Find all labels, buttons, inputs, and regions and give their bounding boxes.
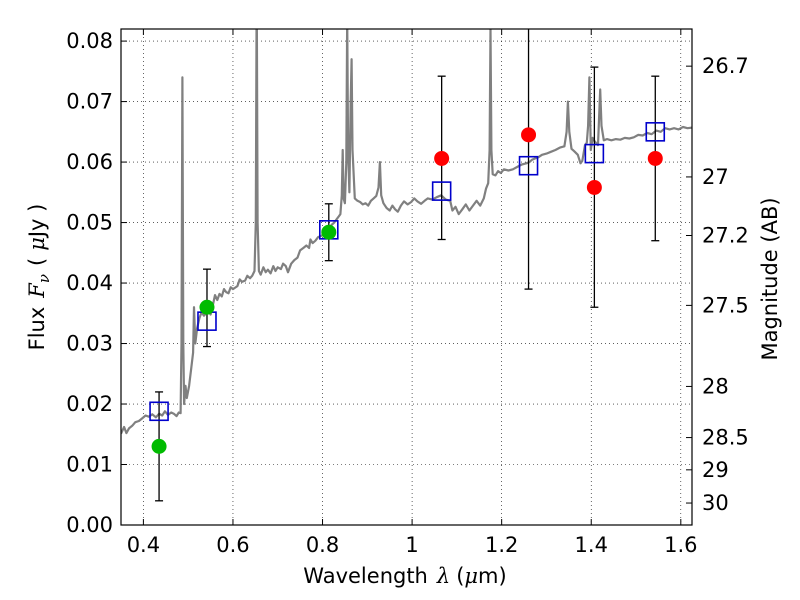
- model-flux-square: [518, 155, 539, 176]
- y-tick-label: 0.07: [66, 90, 113, 114]
- axes-frame: [120, 28, 693, 526]
- y-axis-label-text: Flux: [25, 307, 49, 351]
- y-tick-label: 0.04: [66, 271, 113, 295]
- x-axis-label-unit-open: (: [456, 564, 464, 588]
- y-tick-label: 0.02: [66, 392, 113, 416]
- observed-flux-point: [647, 150, 663, 166]
- plot-clipped-group: [121, 29, 692, 502]
- model-flux-square: [149, 401, 169, 422]
- mag-tick-label: 28: [702, 374, 729, 398]
- mag-tick-label: 27.2: [702, 223, 749, 247]
- observed-flux-point: [586, 179, 602, 195]
- x-tick-label: 1.2: [485, 533, 518, 557]
- x-tick-label: 0.8: [306, 533, 339, 557]
- y-tick-label: 0.03: [66, 332, 113, 356]
- y-axis-label-symbol: F: [25, 282, 49, 299]
- mag-tick-label: 27.5: [702, 293, 749, 317]
- observed-flux-point: [321, 224, 337, 240]
- x-tick-label: 1.4: [575, 533, 608, 557]
- observed-flux-point: [199, 299, 215, 315]
- mag-tick-label: 26.7: [702, 54, 749, 78]
- observed-flux-point: [151, 438, 167, 454]
- y-tick-label: 0.08: [66, 29, 113, 53]
- y2-axis-label: Magnitude (AB): [758, 197, 782, 360]
- plot-area: [121, 29, 692, 502]
- y-tick-label: 0.00: [66, 513, 113, 537]
- x-tick-label: 0.4: [127, 533, 160, 557]
- x-tick-label: 0.6: [216, 533, 249, 557]
- y-axis-label: Flux Fν ( μJy ): [25, 204, 53, 351]
- y-axis-label-unit-open: (: [25, 258, 49, 266]
- mag-tick-label: 27: [702, 165, 729, 189]
- x-axis-label: Wavelength λ (μm): [303, 564, 506, 588]
- y-axis-label-subscript: ν: [35, 274, 53, 283]
- observed-flux-point: [521, 127, 537, 143]
- tick-marks: [121, 29, 692, 526]
- mag-tick-label: 30: [702, 491, 729, 515]
- x-axis-label-text: Wavelength: [303, 564, 428, 588]
- y-tick-label: 0.01: [66, 453, 113, 477]
- tick-labels: 0.4 0.6 0.8 1 1.2 1.4 1.6 0.00 0.01 0.02 0.03 0.04 0…: [66, 29, 749, 557]
- mag-tick-label: 29: [702, 458, 729, 482]
- y-axis-label-unit-rest: Jy ): [25, 204, 49, 240]
- model-flux-square: [645, 122, 666, 142]
- model-flux-square: [584, 143, 605, 164]
- x-axis-label-unit-rest: m): [478, 564, 507, 588]
- model-flux-square: [431, 181, 452, 201]
- x-tick-label: 1: [405, 533, 418, 557]
- observed-flux-point: [434, 150, 450, 166]
- mag-tick-label: 28.5: [702, 426, 749, 450]
- grid-lines: [121, 29, 692, 525]
- y-tick-label: 0.06: [66, 150, 113, 174]
- model-spectrum-line: [121, 29, 692, 435]
- x-axis-label-symbol: λ: [436, 564, 450, 588]
- y-tick-label: 0.05: [66, 211, 113, 235]
- y-axis-label-unit-mu: μ: [25, 237, 49, 251]
- x-tick-label: 1.6: [664, 533, 697, 557]
- x-axis-label-unit-mu: μ: [464, 564, 478, 588]
